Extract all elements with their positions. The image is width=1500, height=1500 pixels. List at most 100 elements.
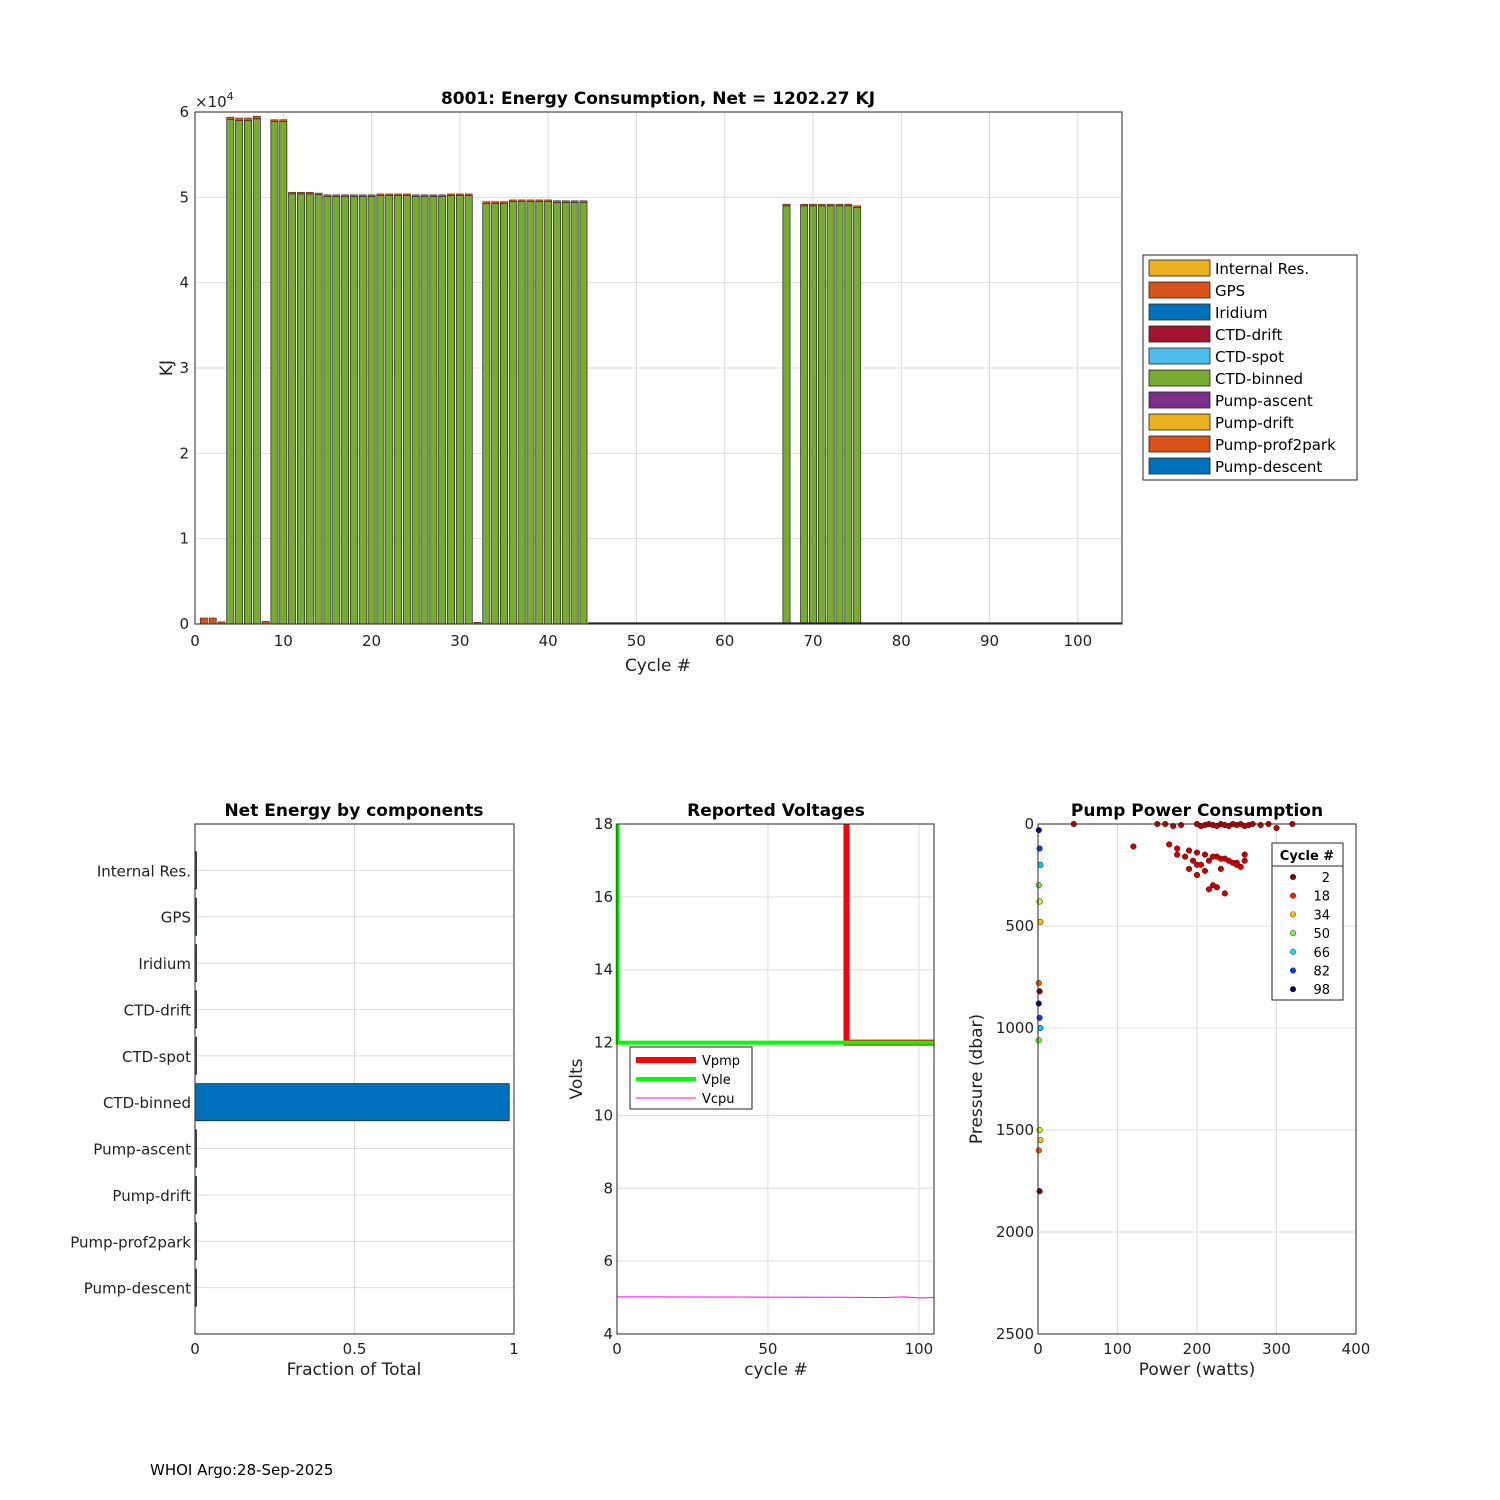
x-tick-label: 40: [539, 632, 558, 650]
legend-swatch: [1148, 457, 1211, 475]
x-tick-label: 30: [450, 632, 469, 650]
legend-label: 18: [1313, 890, 1330, 905]
energy-consumption-chart: 8001: Energy Consumption, Net = 1202.27 …: [157, 89, 1358, 676]
legend-swatch: [1148, 303, 1211, 321]
scatter-point: [1035, 882, 1042, 889]
scatter-point: [1193, 861, 1201, 868]
legend-swatch: [1148, 369, 1211, 387]
bar-ctd-binned: [800, 205, 809, 625]
scatter-point: [1241, 857, 1248, 864]
bar-other-components: [270, 119, 279, 122]
x-tick-label: 0: [190, 632, 200, 650]
bar-ctd-binned: [332, 196, 341, 625]
bar-other-components: [420, 194, 429, 197]
x-tick-label: 0: [190, 1340, 200, 1358]
scatter-point: [1201, 867, 1208, 874]
main-plot-frame: [194, 111, 1123, 625]
legend-marker: [1289, 930, 1296, 937]
x-tick-label: 200: [1183, 1340, 1212, 1358]
y-tick-label: 5: [179, 188, 189, 206]
y-tick-label: 4: [603, 1325, 613, 1343]
x-tick-label: 300: [1262, 1340, 1291, 1358]
bar-other-components: [464, 193, 473, 196]
bar-ctd-binned: [455, 195, 464, 625]
bar-ctd-binned: [491, 202, 500, 625]
y-tick-label: 0: [1024, 815, 1034, 833]
bar-other-components: [394, 193, 402, 196]
bar-ctd-binned: [323, 196, 332, 625]
legend-label: CTD-drift: [1215, 326, 1282, 344]
bar-other-components: [500, 201, 508, 204]
bar-ctd-binned: [579, 202, 588, 625]
bar-other-components: [526, 199, 535, 202]
bar-other-components: [341, 194, 349, 197]
pump-y-axis-label: Pressure (dbar): [967, 1014, 987, 1144]
legend-label: 50: [1313, 927, 1330, 942]
y-tick-label: 10: [594, 1106, 613, 1124]
main-x-axis-label: Cycle #: [625, 656, 691, 676]
bar-other-components: [782, 203, 791, 207]
y-tick-label: 12: [594, 1034, 613, 1052]
bar-ctd-binned: [544, 201, 553, 625]
scatter-point: [1217, 855, 1224, 862]
bar-other-components: [482, 201, 491, 204]
bar-other-components: [199, 617, 208, 625]
y-exponent-label: ×104: [195, 90, 234, 111]
legend-label: Pump-drift: [1215, 414, 1294, 432]
scatter-point: [1193, 849, 1201, 856]
legend-label: Iridium: [1215, 304, 1268, 322]
bar-ctd-binned: [420, 196, 429, 625]
bar-ctd-binned: [226, 119, 235, 625]
y-tick-label: 0: [179, 615, 189, 633]
volt-legend: Vpmp Vple Vcpu: [629, 1046, 753, 1110]
legend-label: 2: [1322, 871, 1330, 886]
legend-label: CTD-spot: [1215, 348, 1284, 366]
bar-other-components: [279, 119, 288, 122]
scatter-point: [1174, 851, 1181, 858]
bar-other-components: [508, 199, 517, 202]
y-tick-label: CTD-binned: [103, 1094, 191, 1112]
bar-other-components: [817, 203, 826, 207]
bar-other-components: [305, 191, 314, 195]
footer-stamp: WHOI Argo:28-Sep-2025: [150, 1461, 334, 1479]
hbar-plot-frame: [194, 823, 515, 1335]
y-tick-label: Iridium: [138, 955, 191, 973]
bar-ctd-binned: [376, 195, 385, 625]
x-tick-label: 1: [509, 1340, 519, 1358]
y-tick-label: 1000: [996, 1019, 1034, 1037]
x-tick-label: 0: [1033, 1340, 1043, 1358]
x-tick-label: 0: [612, 1340, 622, 1358]
bar-ctd-binned: [270, 121, 279, 625]
bar-ctd-binned: [394, 195, 403, 625]
y-tick-label: 18: [594, 815, 613, 833]
bar-other-components: [323, 194, 332, 197]
y-tick-label: Pump-ascent: [93, 1141, 191, 1159]
bar-other-components: [438, 194, 447, 197]
scatter-point: [1035, 980, 1042, 987]
main-legend: Internal Res. GPS Iridium CTD-drift CTD-spot…: [1142, 254, 1358, 481]
bar-other-components: [429, 194, 438, 197]
volt-y-axis-label: Volts: [567, 1058, 587, 1099]
legend-label: Pump-descent: [1215, 458, 1322, 476]
hbar-x-axis-label: Fraction of Total: [287, 1360, 422, 1380]
bar-ctd-binned: [288, 193, 297, 625]
pump-legend: Cycle # 2 18 34 50 66 82 98: [1271, 842, 1344, 1001]
scatter-point: [1217, 865, 1224, 872]
scatter-point: [1186, 865, 1193, 872]
scatter-point: [1182, 853, 1189, 860]
scatter-point: [1035, 1000, 1042, 1007]
x-tick-label: 20: [362, 632, 381, 650]
scatter-point: [1225, 857, 1232, 864]
bar-ctd-binned: [447, 195, 455, 625]
bar-other-components: [826, 203, 835, 207]
bar-ctd-binned: [526, 201, 535, 625]
bar-ctd-binned: [438, 196, 447, 625]
volt-plot-frame: [616, 823, 935, 1335]
volt-chart-title: Reported Voltages: [687, 801, 865, 821]
scatter-point: [1221, 890, 1228, 897]
bar-other-components: [517, 199, 526, 202]
scatter-point: [1166, 841, 1173, 848]
bar-ctd-binned: [358, 196, 367, 625]
bar-other-components: [314, 192, 323, 196]
pump-x-axis-label: Power (watts): [1139, 1360, 1256, 1380]
